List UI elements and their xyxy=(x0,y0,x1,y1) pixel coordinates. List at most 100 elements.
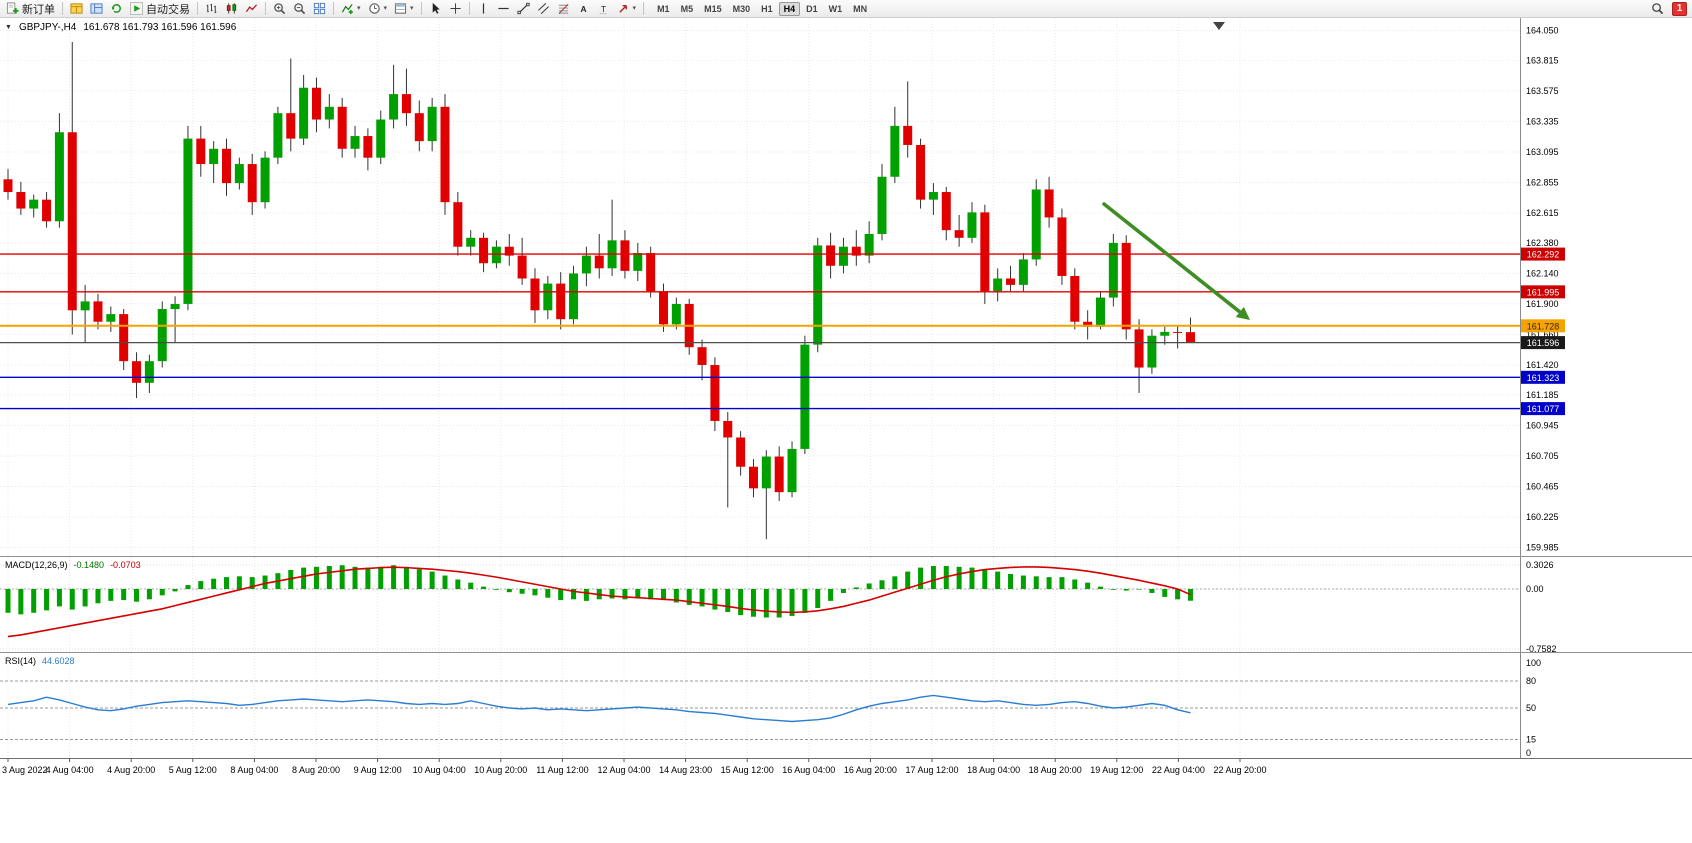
macd-bar xyxy=(1059,577,1065,589)
candle xyxy=(761,450,771,540)
rsi-panel: 100 80 50 15 0 RSI(14) 44.6028 xyxy=(0,652,1692,758)
search-button[interactable] xyxy=(1648,1,1667,17)
text-tool-button[interactable]: A xyxy=(574,1,593,17)
candle xyxy=(800,335,810,455)
notification-badge[interactable]: 1 xyxy=(1672,1,1687,16)
price-tag-162.292: 162.292 xyxy=(1521,247,1565,261)
channel-tool-button[interactable] xyxy=(534,1,553,17)
macd-bar xyxy=(583,589,589,601)
zoom-out-button[interactable] xyxy=(290,1,309,17)
candle xyxy=(504,233,514,266)
candle xyxy=(93,293,103,330)
timeframe-W1[interactable]: W1 xyxy=(828,3,843,14)
candle xyxy=(414,100,424,152)
macd-bar xyxy=(1187,589,1193,601)
navigator-button[interactable] xyxy=(87,1,106,17)
time-axis-label: 4 Aug 04:00 xyxy=(46,765,94,775)
market-watch-icon xyxy=(70,3,83,14)
timeframe-MN[interactable]: MN xyxy=(853,3,868,14)
candle xyxy=(67,41,77,335)
price-chart-canvas[interactable]: 164.050 163.815 163.575 163.335 163.095 162.8… xyxy=(0,18,1692,556)
timeframe-M30[interactable]: M30 xyxy=(732,3,751,14)
macd-bar xyxy=(69,589,75,610)
chevron-down-icon: ▾ xyxy=(357,5,361,12)
tile-windows-button[interactable] xyxy=(310,1,329,17)
price-axis-label: 161.900 xyxy=(1526,299,1559,309)
candle xyxy=(376,110,386,165)
candlestick-chart-button[interactable] xyxy=(222,1,241,17)
text-label-tool-button[interactable]: T xyxy=(594,1,613,17)
macd-bar xyxy=(326,566,332,589)
time-axis-label: 19 Aug 12:00 xyxy=(1090,765,1143,775)
macd-bar xyxy=(930,566,936,589)
candle xyxy=(1031,179,1041,266)
bar-chart-button[interactable] xyxy=(202,1,221,17)
macd-canvas[interactable]: 0.3026 0.00 -0.7582 xyxy=(0,557,1692,652)
macd-bar xyxy=(185,585,191,589)
candle xyxy=(774,446,784,502)
macd-bar xyxy=(661,589,667,601)
macd-bar xyxy=(18,589,24,615)
price-axis-label: 160.465 xyxy=(1526,481,1559,491)
rsi-line[interactable] xyxy=(7,694,1191,723)
indicators-button[interactable]: ▾ xyxy=(338,1,364,17)
vertical-line-tool-button[interactable] xyxy=(474,1,493,17)
macd-bar xyxy=(1085,582,1091,589)
horizontal-line-tool-button[interactable] xyxy=(494,1,513,17)
collapse-icon[interactable]: ▼ xyxy=(5,24,12,31)
fibonacci-tool-button[interactable] xyxy=(554,1,573,17)
template-icon xyxy=(394,3,407,14)
trend-arrow[interactable] xyxy=(1102,202,1250,320)
line-chart-button[interactable] xyxy=(242,1,261,17)
macd-bar xyxy=(391,565,397,589)
cursor-tool-button[interactable] xyxy=(426,1,445,17)
main-chart-panel: 164.050 163.815 163.575 163.335 163.095 162.8… xyxy=(0,18,1692,556)
macd-bar xyxy=(56,589,62,607)
timeframe-M5[interactable]: M5 xyxy=(680,3,694,14)
macd-bar xyxy=(648,589,654,600)
macd-bar xyxy=(365,567,371,589)
timeframe-M1[interactable]: M1 xyxy=(657,3,670,14)
templates-button[interactable]: ▾ xyxy=(391,1,417,17)
zoom-out-icon xyxy=(294,3,306,15)
trendline-tool-button[interactable] xyxy=(514,1,533,17)
candle xyxy=(247,153,257,215)
timeframe-H1[interactable]: H1 xyxy=(761,3,773,14)
ohlc-values: 161.678 161.793 161.596 161.596 xyxy=(83,22,237,33)
macd-axis-label: -0.7582 xyxy=(1526,644,1557,652)
rsi-canvas[interactable]: 100 80 50 15 0 xyxy=(0,653,1692,758)
autotrading-label: 自动交易 xyxy=(146,3,190,16)
candle xyxy=(80,284,90,343)
timeframe-M15[interactable]: M15 xyxy=(704,3,722,14)
candle xyxy=(1070,268,1080,330)
arrows-tool-button[interactable]: ▾ xyxy=(614,1,640,17)
periods-button[interactable]: ▾ xyxy=(365,1,391,17)
rsi-axis-label: 100 xyxy=(1526,658,1541,668)
timeframe-D1[interactable]: D1 xyxy=(806,3,818,14)
time-axis[interactable]: 3 Aug 2022 4 Aug 04:00 4 Aug 20:00 5 Aug 12… xyxy=(0,758,1692,780)
candle xyxy=(119,309,129,371)
symbol-period-label: GBPJPY-,H4 xyxy=(18,22,77,33)
new-order-button[interactable]: 新订单 xyxy=(3,1,58,17)
autotrading-button[interactable]: 自动交易 xyxy=(127,1,193,17)
macd-bar xyxy=(738,589,744,616)
new-order-icon xyxy=(6,2,19,14)
candle xyxy=(903,81,913,158)
macd-bar xyxy=(853,587,859,589)
time-axis-label: 8 Aug 20:00 xyxy=(292,765,340,775)
candle xyxy=(659,283,669,332)
zoom-in-button[interactable] xyxy=(270,1,289,17)
price-axis-label: 162.380 xyxy=(1526,238,1559,248)
macd-signal-line[interactable] xyxy=(7,566,1191,638)
macd-bar xyxy=(635,589,641,598)
macd-axis-label: 0.3026 xyxy=(1526,560,1554,570)
market-watch-button[interactable] xyxy=(67,1,86,17)
macd-bar xyxy=(429,571,435,589)
refresh-button[interactable] xyxy=(107,1,126,17)
crosshair-tool-button[interactable] xyxy=(446,1,465,17)
timeframe-H4[interactable]: H4 xyxy=(778,1,801,16)
candle xyxy=(1173,325,1183,349)
crosshair-icon xyxy=(449,3,461,14)
time-axis-label: 17 Aug 12:00 xyxy=(905,765,958,775)
price-axis-label: 164.050 xyxy=(1526,26,1559,36)
